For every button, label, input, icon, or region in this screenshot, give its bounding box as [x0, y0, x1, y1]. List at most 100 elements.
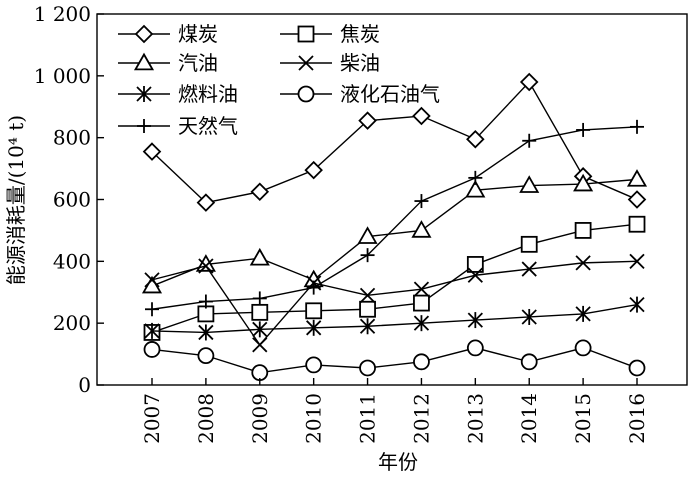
data-point	[305, 356, 323, 374]
data-point	[466, 256, 484, 273]
legend-label: 煤炭	[178, 22, 218, 46]
y-tick-label: 1 000	[34, 64, 91, 88]
y-axis-title: 能源消耗量/(10⁴ t)	[4, 115, 28, 285]
y-tick-label: 400	[53, 249, 91, 273]
y-tick-label: 0	[78, 373, 91, 397]
x-tick-label: 2010	[302, 393, 326, 444]
legend-marker	[133, 52, 155, 71]
data-point	[467, 267, 483, 283]
data-point	[628, 359, 646, 377]
data-point	[629, 253, 645, 269]
data-point	[629, 296, 645, 313]
data-point	[251, 364, 269, 382]
data-point	[413, 281, 430, 297]
data-point	[520, 353, 538, 371]
x-tick-label: 2015	[571, 393, 595, 444]
data-point	[252, 337, 268, 353]
data-point	[522, 133, 537, 148]
data-point	[574, 222, 592, 239]
series-3	[141, 169, 648, 294]
data-point	[521, 308, 537, 325]
legend-label: 天然气	[178, 114, 238, 138]
data-point	[359, 318, 376, 335]
data-point	[466, 339, 484, 357]
x-tick-label: 2008	[194, 393, 218, 444]
data-point	[304, 160, 323, 180]
data-point	[519, 72, 539, 92]
data-point	[413, 353, 430, 371]
x-axis-title: 年份	[378, 450, 418, 474]
legend-label: 汽油	[178, 51, 218, 75]
data-point	[251, 303, 269, 321]
series-line	[151, 126, 638, 310]
legend-label: 液化石油气	[340, 82, 440, 106]
data-point	[359, 300, 376, 318]
series-2	[143, 215, 646, 341]
data-point	[142, 142, 162, 161]
data-point	[305, 302, 323, 320]
data-point	[249, 247, 270, 266]
data-point	[196, 193, 216, 212]
legend-item-1: 煤炭	[118, 22, 218, 46]
data-point	[627, 190, 647, 209]
legend-item-6: 液化石油气	[280, 82, 440, 106]
data-point	[198, 324, 214, 341]
data-point	[198, 294, 213, 309]
legend-marker	[297, 85, 315, 103]
data-point	[575, 305, 591, 322]
legend-item-3: 汽油	[118, 51, 218, 75]
data-point	[412, 106, 431, 126]
x-tick-label: 2014	[517, 393, 541, 444]
axes: 0 200 400 600 800 1 000 1 200 2007 2008 2009 2010 2…	[34, 2, 688, 444]
series-7	[145, 119, 644, 317]
data-point	[573, 173, 594, 192]
data-point	[466, 129, 485, 149]
data-point	[468, 170, 483, 185]
x-tick-label: 2011	[356, 393, 380, 444]
data-point	[306, 319, 322, 336]
data-point	[143, 341, 161, 358]
data-point	[411, 220, 432, 238]
data-point	[360, 248, 375, 263]
series-6	[143, 339, 646, 382]
x-tick-label: 2007	[140, 393, 164, 444]
y-tick-label: 800	[53, 126, 91, 150]
data-point	[574, 339, 592, 357]
data-point	[626, 169, 648, 187]
y-tick-label: 1 200	[34, 2, 91, 26]
series-line	[151, 223, 638, 334]
legend-item-5: 燃料油	[118, 82, 238, 106]
legend-label: 燃料油	[178, 82, 238, 106]
data-point	[198, 258, 214, 274]
data-point	[197, 347, 215, 365]
data-point	[144, 322, 160, 339]
legend-marker	[298, 55, 314, 71]
data-point	[359, 359, 376, 377]
data-point	[576, 122, 591, 137]
data-point	[197, 305, 215, 323]
legend-marker	[297, 25, 315, 43]
data-point	[521, 261, 537, 277]
y-tick-label: 200	[53, 311, 91, 335]
plot-area	[141, 72, 648, 382]
data-point	[414, 194, 429, 209]
legend-item-7: 天然气	[118, 114, 238, 138]
data-point	[575, 255, 591, 271]
series-line	[151, 347, 638, 374]
series-line	[151, 260, 638, 346]
data-point	[413, 315, 430, 332]
data-point	[145, 302, 159, 317]
data-point	[144, 272, 160, 288]
legend-marker	[134, 24, 154, 44]
data-point	[306, 280, 321, 295]
series-line	[151, 80, 638, 204]
data-point	[413, 294, 430, 312]
series-5	[144, 296, 645, 341]
legend-marker	[137, 119, 151, 133]
legend-label: 柴油	[340, 51, 380, 75]
data-point	[467, 312, 483, 329]
data-point	[519, 175, 540, 193]
legend-label: 焦炭	[340, 22, 380, 46]
legend-marker	[136, 86, 152, 102]
